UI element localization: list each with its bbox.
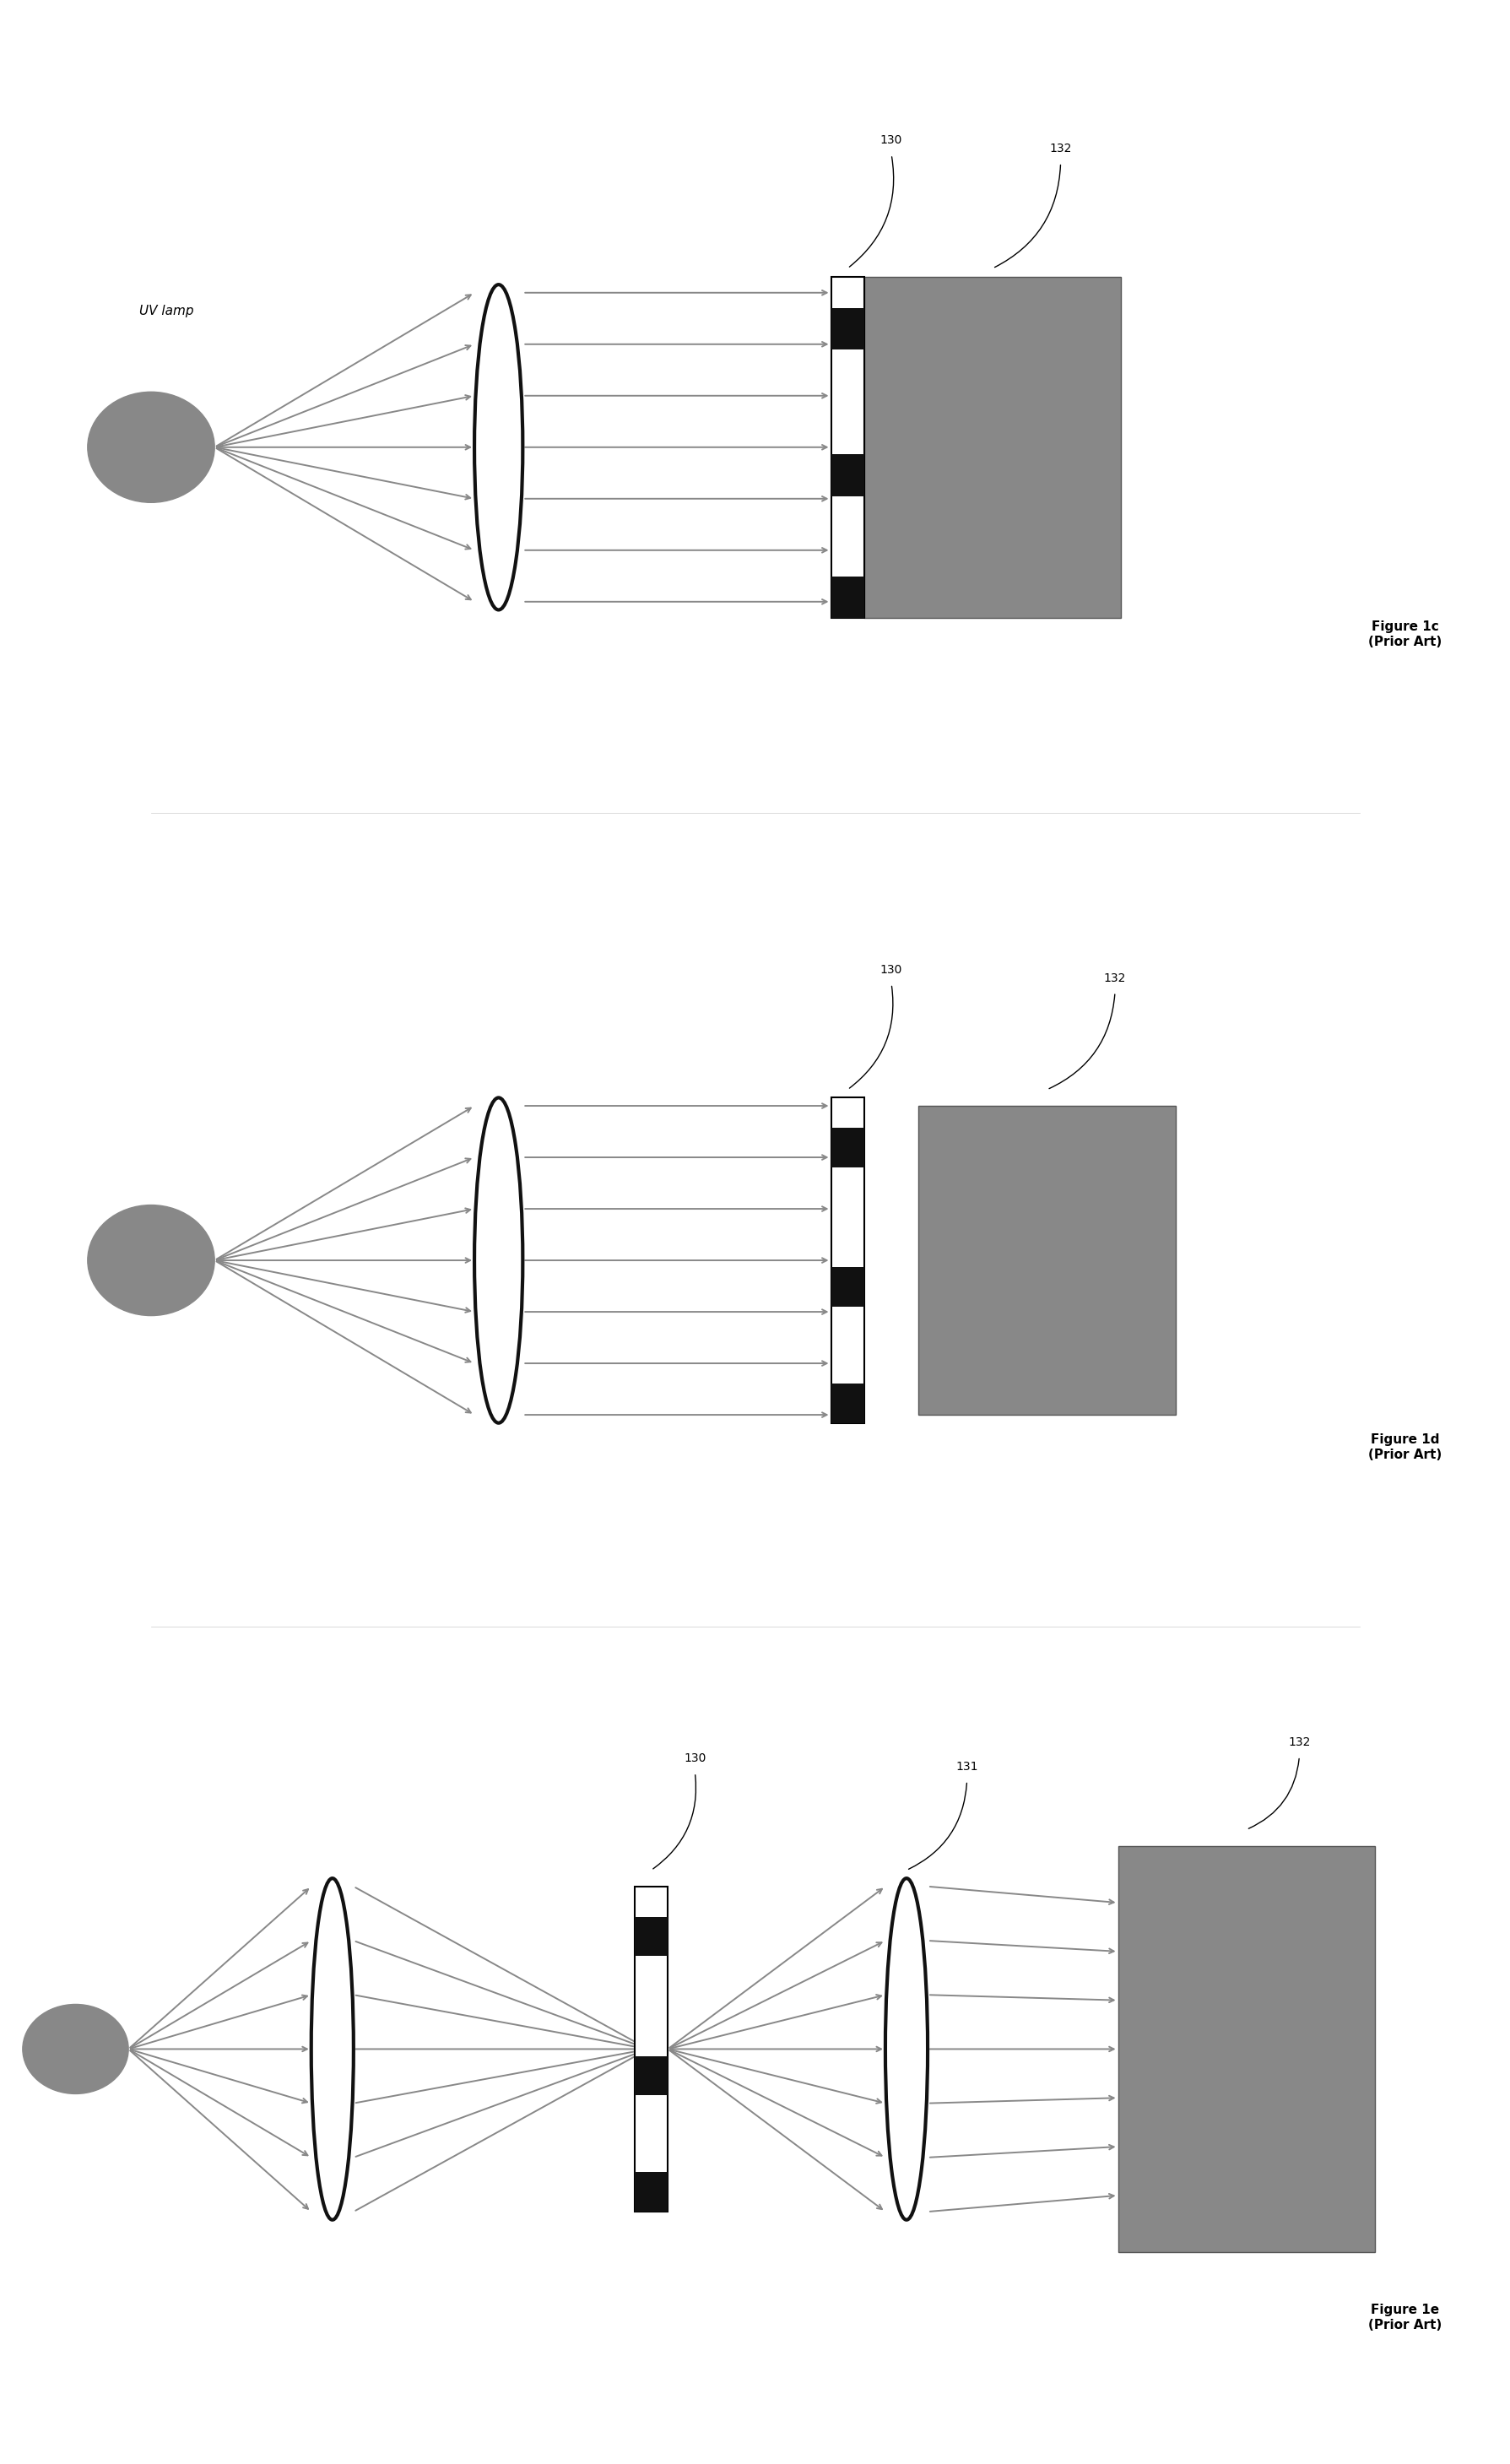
Bar xyxy=(634,1887,667,2213)
Bar xyxy=(634,2173,667,2213)
Bar xyxy=(864,276,1120,618)
Bar xyxy=(830,577,864,618)
Bar xyxy=(634,1917,667,1956)
Text: UV lamp: UV lamp xyxy=(139,306,193,318)
Ellipse shape xyxy=(88,392,214,503)
Text: Figure 1c
(Prior Art): Figure 1c (Prior Art) xyxy=(1368,621,1441,648)
Bar xyxy=(830,1266,864,1306)
Ellipse shape xyxy=(23,2003,128,2094)
Text: 130: 130 xyxy=(880,136,901,145)
Text: 132: 132 xyxy=(1049,143,1071,155)
Text: 130: 130 xyxy=(684,1752,705,1764)
Text: Figure 1e
(Prior Art): Figure 1e (Prior Art) xyxy=(1368,2304,1441,2331)
Ellipse shape xyxy=(88,1205,214,1316)
Text: substrate wafer: substrate wafer xyxy=(986,402,998,493)
Text: Figure 1d
(Prior Art): Figure 1d (Prior Art) xyxy=(1368,1434,1441,1461)
Text: 130: 130 xyxy=(880,963,901,976)
Bar xyxy=(918,1106,1175,1414)
Bar xyxy=(830,1096,864,1422)
Bar xyxy=(634,2055,667,2094)
Text: 132: 132 xyxy=(1104,973,1125,983)
Bar xyxy=(830,1129,864,1168)
Bar xyxy=(1117,1846,1374,2252)
Text: 131: 131 xyxy=(956,1762,977,1772)
Text: 132: 132 xyxy=(1288,1737,1309,1749)
Bar xyxy=(830,453,864,495)
Bar xyxy=(830,308,864,350)
Bar xyxy=(830,1382,864,1422)
Bar xyxy=(830,276,864,618)
